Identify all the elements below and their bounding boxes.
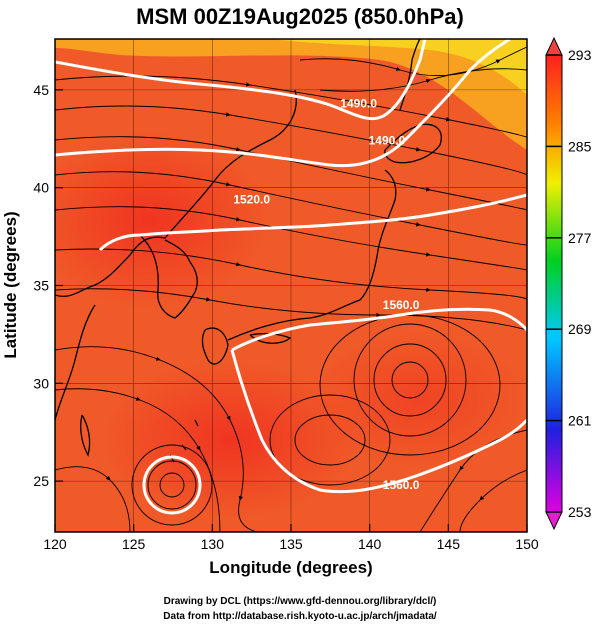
- colorbar-tick-label: 261: [568, 413, 592, 429]
- credit-drawing: Drawing by DCL (https://www.gfd-dennou.o…: [164, 596, 437, 607]
- colorbar-tick-label: 253: [568, 504, 592, 520]
- x-axis-label: Longitude (degrees): [209, 558, 372, 577]
- y-tick-label: 40: [33, 180, 49, 196]
- coast-korea: [139, 234, 198, 319]
- colorbar-scale: [545, 54, 563, 513]
- circulation-ring: [269, 394, 391, 486]
- contour-label: 1560.0: [383, 298, 420, 312]
- x-tick-label: 145: [437, 536, 461, 552]
- y-tick-label: 30: [33, 375, 49, 391]
- x-tick-label: 125: [122, 536, 146, 552]
- circulation-ring: [391, 361, 429, 399]
- colorbar-top-arrow: [545, 36, 563, 56]
- x-tick-label: 150: [515, 536, 539, 552]
- x-tick-label: 120: [43, 536, 67, 552]
- contour-1560-south: [230, 349, 527, 494]
- contour-label: 1560.0: [383, 478, 420, 492]
- y-tick-label: 25: [33, 473, 49, 489]
- contour-north-a: [55, 39, 427, 121]
- x-axis: 120 125 130 135 140 145 150: [43, 524, 539, 552]
- x-tick-label: 130: [201, 536, 225, 552]
- plot-area: 1490.0 1490.0 1520.0 1560.0 1560.0: [55, 39, 527, 532]
- streamline: [55, 248, 527, 301]
- colorbar-tick-label: 277: [568, 230, 592, 246]
- colorbar: 253 261 269 277 285 293: [545, 36, 592, 531]
- yellow-region-north: [270, 39, 527, 95]
- colorbar-bottom-arrow: [545, 511, 563, 531]
- colorbar-tick-label: 293: [568, 47, 592, 63]
- y-axis: 25 30 35 40 45: [33, 82, 63, 489]
- circulation-ring: [294, 414, 366, 466]
- contour-label: 1490.0: [369, 134, 406, 148]
- streamline: [459, 469, 527, 532]
- streamline: [55, 388, 221, 532]
- x-tick-label: 140: [358, 536, 382, 552]
- chart-title: MSM 00Z19Aug2025 (850.0hPa): [136, 4, 464, 29]
- circulation-ring: [319, 314, 501, 456]
- contour-label: 1490.0: [340, 96, 377, 110]
- streamline: [55, 288, 527, 331]
- colorbar-ticks: 253 261 269 277 285 293: [546, 47, 592, 520]
- streamline: [55, 171, 527, 246]
- contour-north-b: [55, 39, 511, 168]
- warm-core-west: [55, 130, 270, 310]
- y-axis-label: Latitude (degrees): [1, 211, 20, 358]
- coast-shikoku: [249, 332, 292, 344]
- contour-1520: [98, 193, 527, 252]
- contour-label: 1520.0: [233, 192, 270, 206]
- colorbar-tick-label: 269: [568, 321, 592, 337]
- credit-data: Data from http://database.rish.kyoto-u.a…: [163, 611, 437, 622]
- streamline: [55, 466, 131, 532]
- coast-taiwan: [80, 414, 91, 457]
- circulation-ring: [353, 323, 467, 437]
- streamline: [55, 346, 290, 532]
- circulation-ring: [373, 343, 447, 417]
- y-tick-label: 35: [33, 278, 49, 294]
- streamline: [319, 68, 527, 92]
- colorbar-tick-label: 285: [568, 138, 592, 154]
- y-tick-label: 45: [33, 82, 49, 98]
- streamline: [55, 105, 527, 176]
- warm-core-east: [310, 330, 527, 470]
- contour-1560-north: [231, 307, 527, 352]
- streamline: [55, 206, 527, 271]
- streamline: [299, 46, 527, 77]
- contour-closed-south: [142, 455, 202, 515]
- height-contours: [55, 39, 527, 515]
- x-tick-label: 135: [279, 536, 303, 552]
- contour-labels: 1490.0 1490.0 1520.0 1560.0 1560.0: [233, 96, 419, 491]
